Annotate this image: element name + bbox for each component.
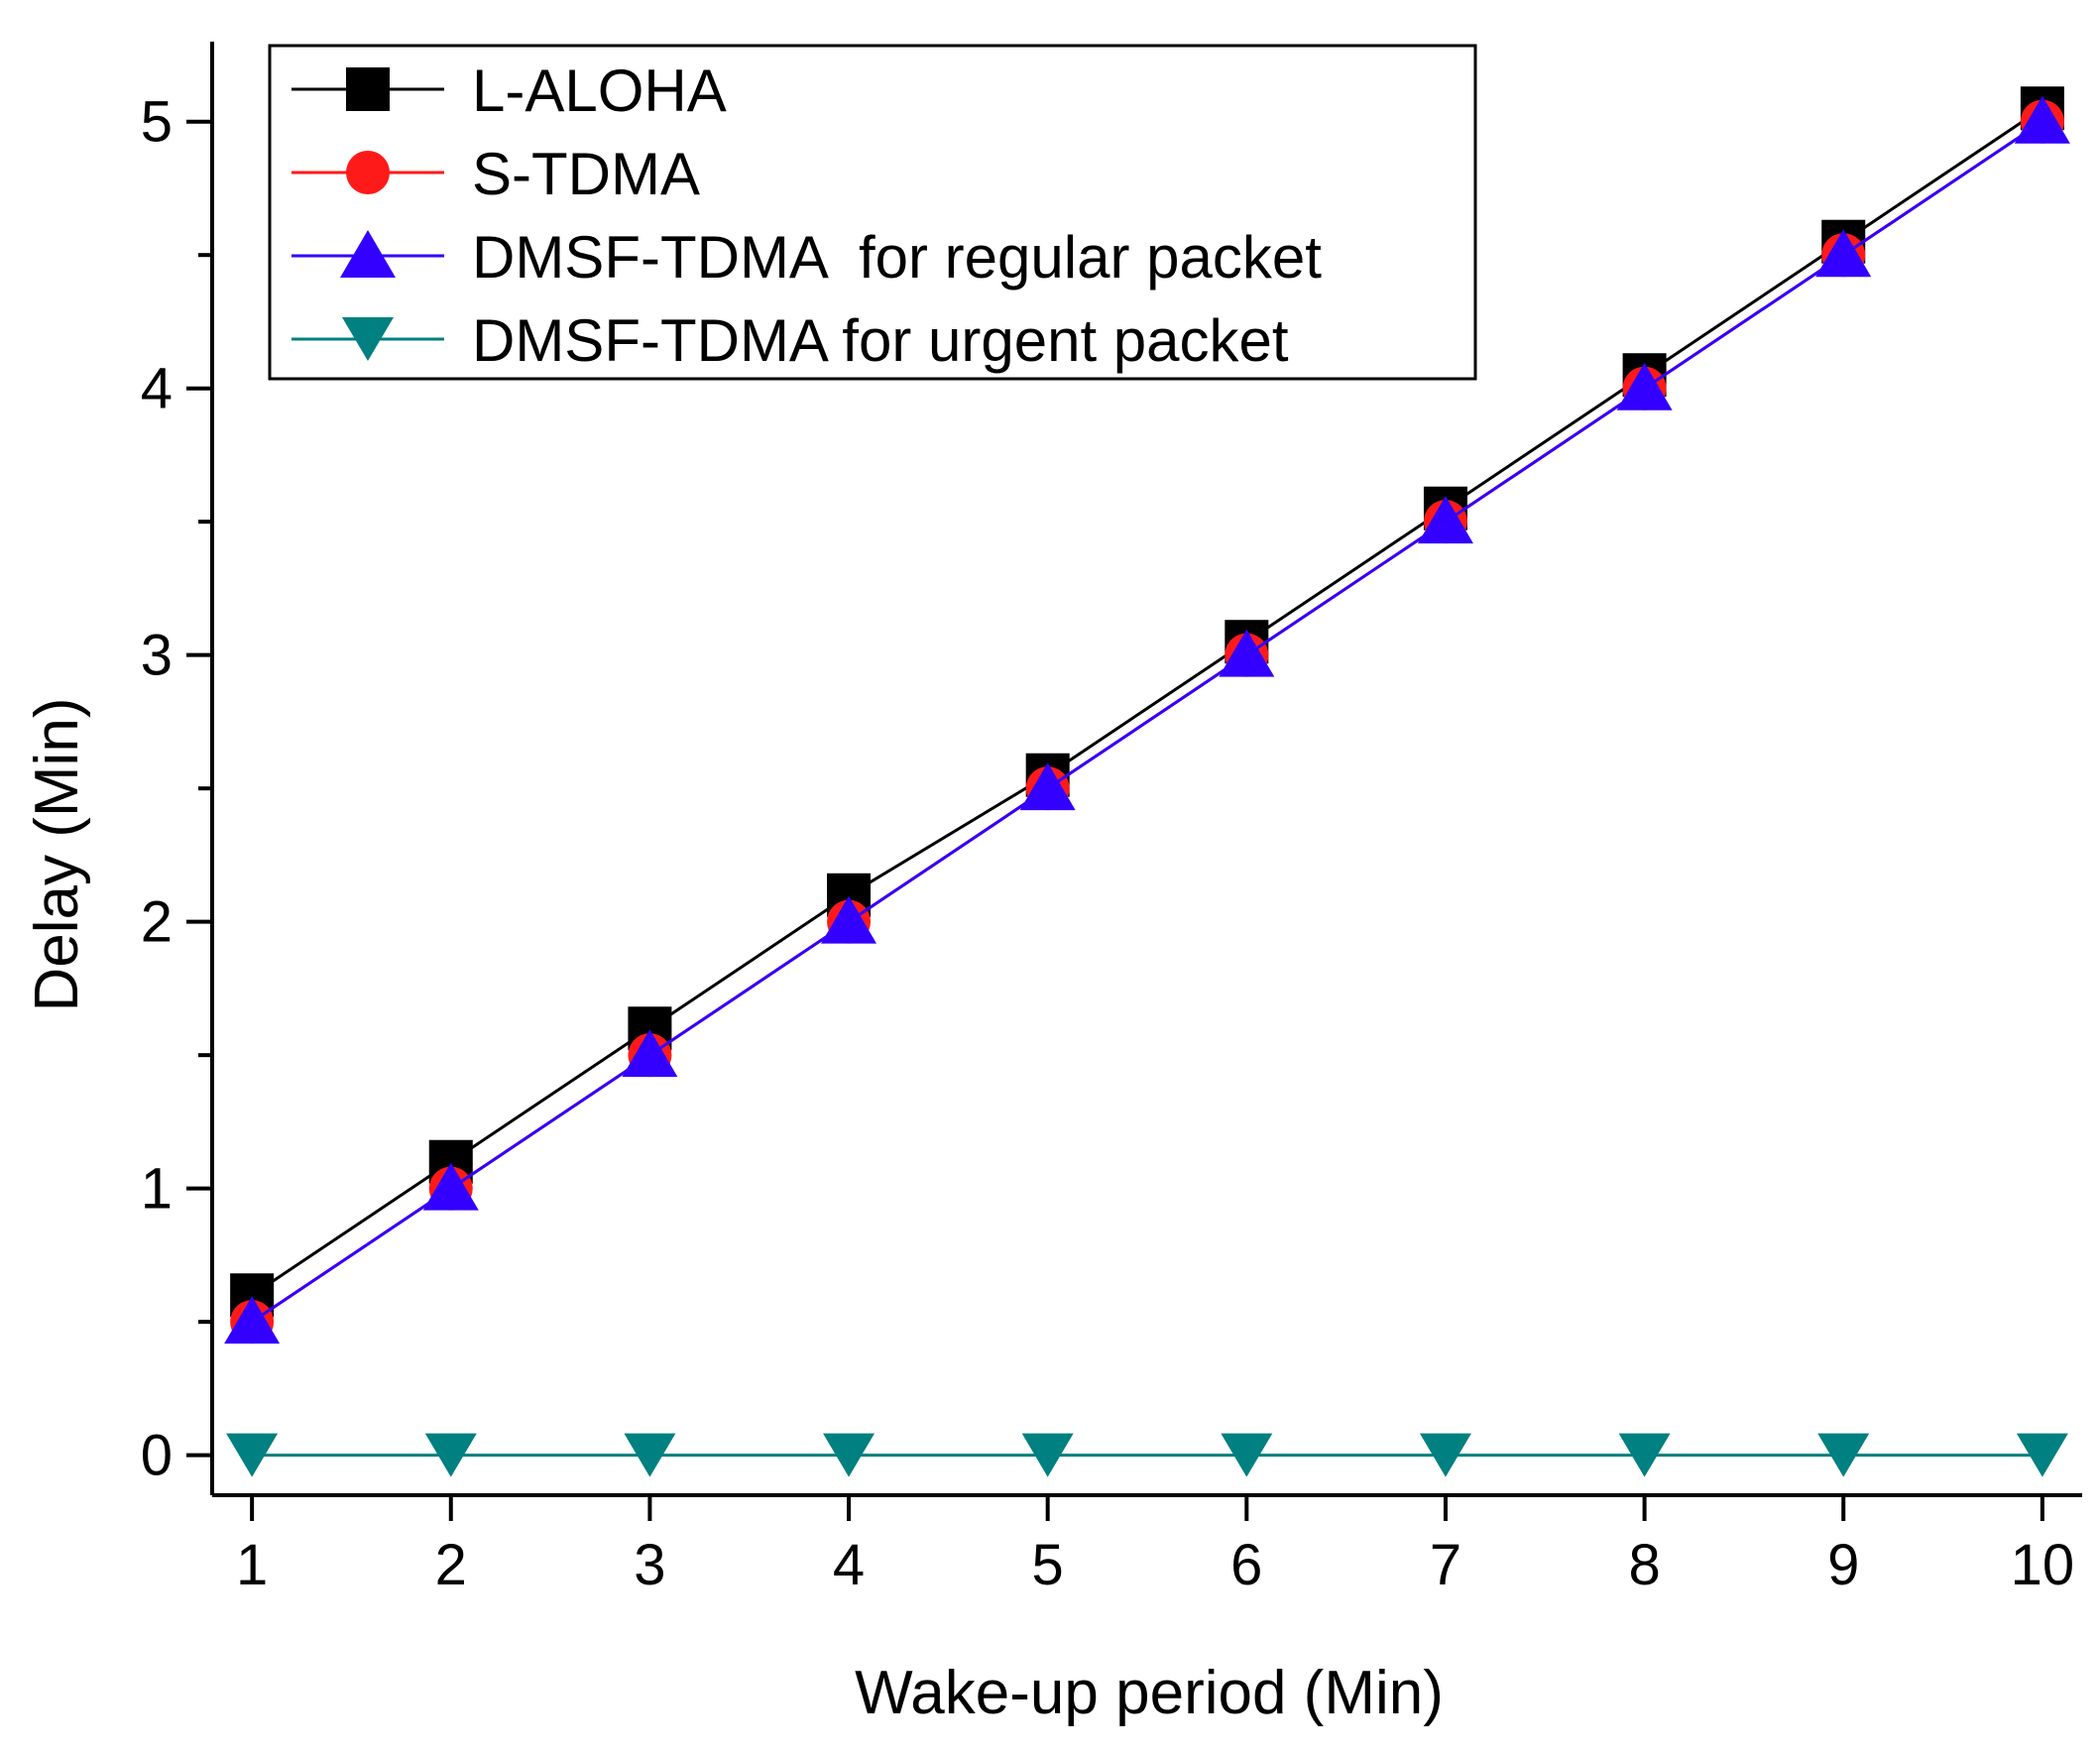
y-tick-label-0: 0 <box>141 1424 173 1488</box>
y-tick-label-5: 5 <box>141 90 173 155</box>
x-tick-label-3: 3 <box>634 1533 665 1597</box>
x-tick-label-4: 4 <box>833 1533 865 1597</box>
legend-item: DMSF-TDMA for urgent packet <box>292 307 1289 374</box>
data-point <box>1815 229 1872 278</box>
series-4 <box>226 1433 2068 1477</box>
legend-label: DMSF-TDMA for regular packet <box>472 224 1322 291</box>
legend-box <box>268 44 1477 381</box>
y-tick-label-2: 2 <box>141 890 173 955</box>
data-point <box>1021 1433 1074 1477</box>
x-tick-label-1: 1 <box>236 1533 268 1597</box>
legend-label: DMSF-TDMA for urgent packet <box>472 307 1289 374</box>
data-point <box>1221 1433 1273 1477</box>
y-tick-label-4: 4 <box>141 357 173 421</box>
series-line-3 <box>251 120 2043 1324</box>
data-point <box>424 1433 477 1477</box>
data-point <box>821 895 877 944</box>
data-point <box>226 1433 279 1477</box>
y-tick-label-3: 3 <box>141 624 173 688</box>
x-tick-label-9: 9 <box>1827 1533 1859 1597</box>
data-point <box>2014 95 2070 144</box>
data-point <box>624 1433 676 1477</box>
legend: L-ALOHA S-TDMA DMSF-TDMA for regular packe… <box>268 44 1477 381</box>
legend-label: L-ALOHA <box>472 58 727 124</box>
data-point <box>1616 362 1673 410</box>
x-tick-label-8: 8 <box>1628 1533 1660 1597</box>
x-tick-label-7: 7 <box>1430 1533 1461 1597</box>
legend-marker-square <box>346 67 390 111</box>
data-point <box>1219 629 1275 677</box>
x-tick-label-6: 6 <box>1230 1533 1262 1597</box>
legend-marker-triangle-down <box>342 317 394 361</box>
data-point <box>1618 1433 1671 1477</box>
legend-label: S-TDMA <box>472 141 700 207</box>
data-point <box>2016 1433 2068 1477</box>
legend-marker-circle <box>346 151 390 194</box>
legend-marker-triangle-up <box>340 230 396 278</box>
x-tick-label-2: 2 <box>435 1533 467 1597</box>
x-tick-label-10: 10 <box>2011 1533 2075 1597</box>
series-line-1 <box>251 107 2043 1297</box>
series-3 <box>224 95 2070 1344</box>
data-point <box>823 1433 875 1477</box>
x-axis-title: Wake-up period (Min) <box>855 1659 1444 1727</box>
plot-area <box>224 86 2070 1477</box>
data-point <box>622 1029 678 1078</box>
data-point <box>422 1162 479 1211</box>
legend-item: S-TDMA <box>292 141 700 207</box>
y-tick-label-1: 1 <box>141 1157 173 1222</box>
legend-item: L-ALOHA <box>292 58 727 124</box>
data-point <box>1419 1433 1471 1477</box>
data-point <box>224 1296 281 1344</box>
data-point <box>1817 1433 1870 1477</box>
legend-item: DMSF-TDMA for regular packet <box>292 224 1322 291</box>
data-point <box>1019 762 1076 811</box>
x-tick-label-5: 5 <box>1032 1533 1064 1597</box>
y-axis-title: Delay (Min) <box>23 698 91 1012</box>
data-point <box>1417 496 1473 544</box>
